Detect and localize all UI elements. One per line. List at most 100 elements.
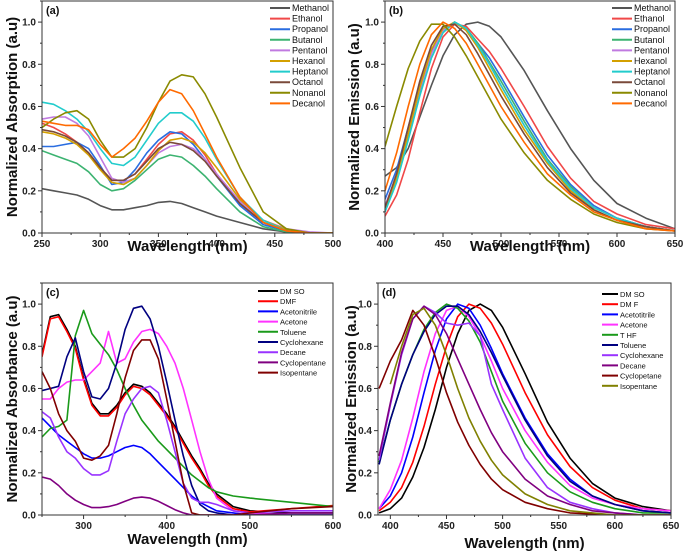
series-line-cyclopetane bbox=[378, 309, 671, 515]
x-tick-label: 400 bbox=[377, 239, 394, 250]
legend-label: Cyclohexane bbox=[620, 351, 663, 360]
x-tick-label: 500 bbox=[242, 521, 259, 532]
panel-label: (c) bbox=[46, 287, 60, 299]
legend-label: Nonanol bbox=[634, 88, 668, 98]
y-tick-label: 0.4 bbox=[22, 426, 36, 437]
x-tick-label: 450 bbox=[438, 521, 455, 532]
y-tick-label: 0.8 bbox=[358, 342, 372, 353]
x-tick-label: 550 bbox=[551, 239, 568, 250]
y-tick-label: 1.0 bbox=[22, 18, 36, 29]
series-line-dmf bbox=[378, 303, 671, 512]
legend-label: Heptanol bbox=[634, 67, 670, 77]
series-line-nonanol bbox=[42, 74, 333, 233]
y-tick-label: 0.8 bbox=[22, 342, 36, 353]
series-line-dmso bbox=[378, 303, 671, 514]
y-tick-label: 0.4 bbox=[22, 144, 36, 155]
x-tick-label: 650 bbox=[663, 521, 680, 532]
legend-label: Pentanol bbox=[292, 45, 328, 55]
legend-label: Isopentane bbox=[620, 382, 657, 391]
legend-label: Decanol bbox=[634, 98, 667, 108]
legend-label: DM F bbox=[620, 300, 639, 309]
legend-label: Acetotitrile bbox=[620, 310, 655, 319]
legend-label: Decane bbox=[280, 348, 306, 357]
legend-label: Hexanol bbox=[292, 56, 325, 66]
legend-label: Hexanol bbox=[634, 56, 667, 66]
x-tick-label: 500 bbox=[493, 239, 510, 250]
x-tick-label: 600 bbox=[325, 521, 342, 532]
legend-label: Acetonitrile bbox=[280, 307, 317, 316]
series-line-decane bbox=[42, 385, 333, 514]
legend-label: Toluene bbox=[620, 341, 646, 350]
series-line-pentanol bbox=[42, 116, 333, 233]
series-line-octanol bbox=[42, 128, 333, 233]
legend-label: Heptanol bbox=[292, 67, 328, 77]
legend-label: Butanol bbox=[292, 35, 323, 45]
legend-label: Pentanol bbox=[634, 45, 670, 55]
y-tick-label: 0.4 bbox=[365, 144, 379, 155]
x-tick-label: 300 bbox=[92, 239, 109, 250]
plot-frame bbox=[41, 282, 334, 516]
x-tick-label: 500 bbox=[494, 521, 511, 532]
series-line-nonanol bbox=[385, 23, 675, 232]
panel-c: 300 400 500 600 0.0 0.2 0.4 0.6 0.8 1.0 Wavelength… bbox=[4, 282, 342, 548]
x-tick-label: 450 bbox=[266, 239, 283, 250]
panel-b: 400 450 500 550 600 650 0.0 0.2 0.4 0.6 0.8 1.0 Wave… bbox=[346, 0, 684, 255]
x-tick-label: 500 bbox=[325, 239, 342, 250]
x-axis-label: Wavelength (nm) bbox=[470, 238, 590, 255]
panel-d: 400 450 500 550 600 650 0.0 0.2 0.4 0.6 0.8 1.0 Wave… bbox=[343, 282, 680, 552]
legend-label: Methanol bbox=[292, 3, 329, 13]
y-tick-label: 0.0 bbox=[365, 229, 379, 240]
series-line-isopentane bbox=[42, 339, 333, 515]
y-tick-label: 0.0 bbox=[358, 511, 372, 522]
legend-label: Decane bbox=[620, 361, 646, 370]
legend-label: Toluene bbox=[280, 328, 306, 337]
legend-label: Acetone bbox=[620, 321, 648, 330]
legend-label: DM SO bbox=[280, 287, 305, 296]
y-tick-label: 1.0 bbox=[22, 300, 36, 311]
legend-label: Propanol bbox=[634, 24, 670, 34]
series-line-propanol bbox=[42, 131, 333, 233]
x-axis-label: Wavelength (nm) bbox=[127, 531, 247, 548]
y-tick-label: 0.6 bbox=[22, 384, 36, 395]
panel-a: 250 300 350 400 450 500 0.0 0.2 0.4 0.6 0.8 1.0 Wave… bbox=[4, 0, 342, 255]
series-line-heptanol bbox=[385, 21, 675, 232]
y-tick-label: 0.8 bbox=[365, 60, 379, 71]
plot-frame bbox=[377, 282, 672, 516]
series-line-cyclopentane bbox=[42, 476, 333, 515]
legend: MethanolEthanolPropanolButanolPentanolHe… bbox=[612, 3, 671, 108]
series-line-decanol bbox=[385, 21, 675, 232]
x-tick-label: 300 bbox=[75, 521, 92, 532]
y-tick-label: 0.0 bbox=[22, 511, 36, 522]
y-tick-label: 0.2 bbox=[22, 186, 36, 197]
legend-label: Nonanol bbox=[292, 88, 326, 98]
y-tick-label: 0.2 bbox=[365, 186, 379, 197]
x-tick-label: 250 bbox=[34, 239, 51, 250]
y-tick-label: 0.6 bbox=[22, 102, 36, 113]
y-tick-label: 0.6 bbox=[358, 384, 372, 395]
series-line-octanol bbox=[385, 23, 675, 232]
y-axis-label: Normalized Emission (a.u) bbox=[343, 305, 360, 493]
legend-label: Octanol bbox=[292, 77, 323, 87]
x-tick-label: 400 bbox=[158, 521, 175, 532]
x-axis-label: Wavelength (nm) bbox=[464, 535, 584, 552]
legend-label: Cyclopentane bbox=[280, 358, 326, 367]
y-axis-label: Normalized Absorbance (a.u) bbox=[4, 296, 21, 503]
legend-label: Butanol bbox=[634, 35, 665, 45]
series-line-isopentane bbox=[389, 307, 671, 515]
legend-label: Decanol bbox=[292, 98, 325, 108]
series-line-acetone bbox=[42, 328, 333, 515]
y-axis-label: Normalized Emission (a.u) bbox=[346, 23, 363, 211]
legend-label: Octanol bbox=[634, 77, 665, 87]
x-tick-label: 550 bbox=[550, 521, 567, 532]
series-line-decanol bbox=[42, 88, 333, 233]
series-line-cyclohexane bbox=[42, 305, 333, 515]
y-tick-label: 1.0 bbox=[365, 18, 379, 29]
legend-label: Propanol bbox=[292, 24, 328, 34]
y-tick-label: 0.4 bbox=[358, 426, 372, 437]
legend-label: Ethanol bbox=[634, 14, 665, 24]
x-tick-label: 400 bbox=[208, 239, 225, 250]
